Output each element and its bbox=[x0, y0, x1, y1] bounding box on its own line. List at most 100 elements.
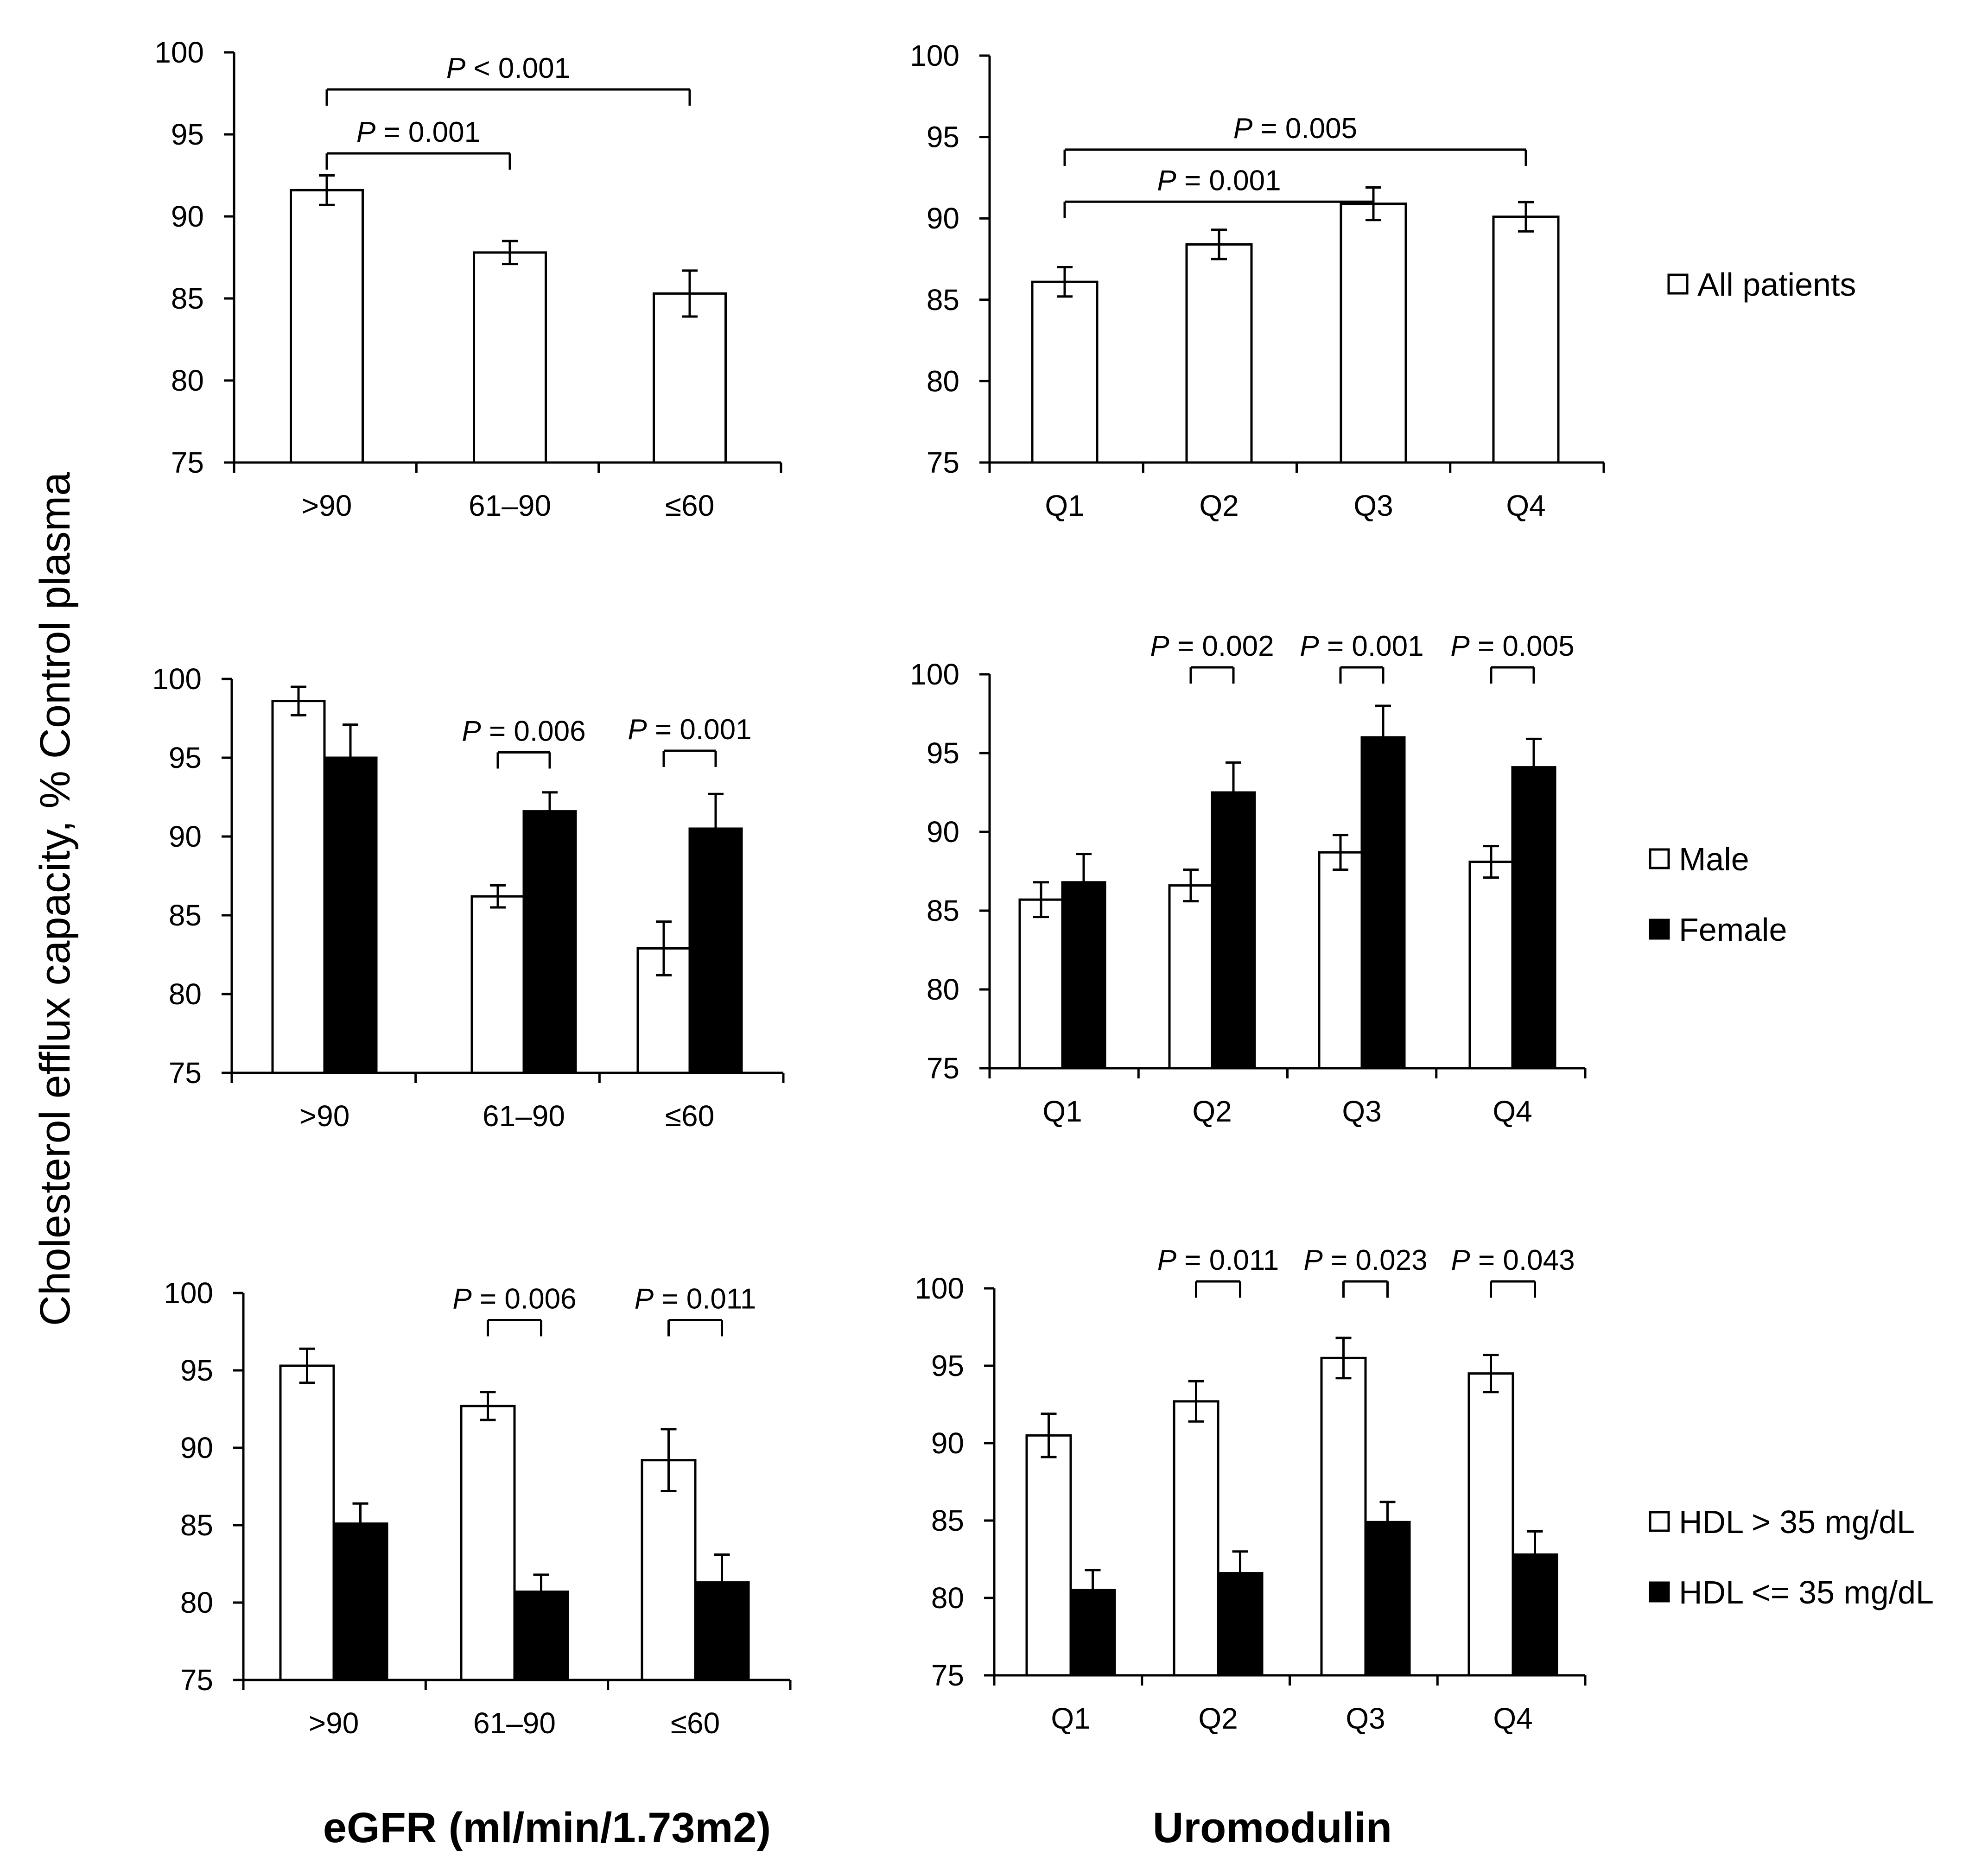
significance-bracket: P = 0.001 bbox=[628, 714, 752, 767]
p-value-label: P = 0.023 bbox=[1303, 1244, 1427, 1276]
bar-hdl-35-mg-dl bbox=[332, 1522, 388, 1681]
error-bar bbox=[714, 1553, 730, 1612]
legend-label: Female bbox=[1679, 912, 1787, 948]
legend-3: HDL > 35 mg/dL HDL <= 35 mg/dL bbox=[1649, 1504, 1934, 1610]
legend-label: All patients bbox=[1697, 266, 1856, 303]
bar-all-patients bbox=[290, 189, 364, 464]
y-tick-label: 85 bbox=[171, 282, 204, 315]
y-tick-label: 75 bbox=[931, 1659, 964, 1692]
error-bar bbox=[1527, 1530, 1543, 1579]
y-tick-label: 80 bbox=[927, 973, 959, 1006]
p-value-label: P < 0.001 bbox=[446, 52, 570, 84]
significance-bracket: P = 0.043 bbox=[1451, 1244, 1575, 1298]
x-axis-title-uromodulin: Uromodulin bbox=[1153, 1804, 1392, 1851]
error-bar bbox=[1483, 1354, 1499, 1394]
y-axis-title: Cholesterol efflux capacity, % Control p… bbox=[32, 472, 79, 1326]
error-bar bbox=[299, 1347, 315, 1384]
chart-uromodulin-hdl: 75 80 85 90 95 100 Q1 Q2 Q3 Q4 P = 0.011 P = 0.023 P… bbox=[915, 1244, 1587, 1735]
bar-hdl-35-mg-dl bbox=[694, 1581, 750, 1681]
bar-all-patients bbox=[653, 292, 727, 464]
bar-hdl-35-mg-dl bbox=[460, 1405, 516, 1681]
p-value-label: P = 0.001 bbox=[1157, 165, 1281, 196]
x-tick-label: Q1 bbox=[1042, 1095, 1082, 1128]
y-tick-label: 100 bbox=[910, 658, 959, 691]
p-value-label: P = 0.005 bbox=[1233, 113, 1357, 145]
y-tick-label: 80 bbox=[927, 364, 959, 398]
y-tick-label: 95 bbox=[171, 118, 204, 151]
error-bar bbox=[1183, 868, 1199, 903]
significance-bracket: P = 0.005 bbox=[1063, 113, 1527, 166]
error-bar bbox=[1483, 845, 1499, 879]
bar-female bbox=[688, 827, 743, 1074]
legend-swatch bbox=[1649, 1511, 1670, 1532]
y-tick-label: 90 bbox=[931, 1426, 964, 1460]
chart-egfr-sex: 75 80 85 90 95 100 >90 61–90 ≤60 P = 0.006 P = 0.0… bbox=[152, 662, 785, 1133]
bar-hdl-35-mg-dl bbox=[1320, 1356, 1367, 1677]
x-tick-label: 61–90 bbox=[469, 489, 551, 522]
chart-egfr-all: 75 80 85 90 95 100 >90 61–90 ≤60 P < 0.001 P = 0.0… bbox=[154, 36, 782, 522]
error-bar bbox=[1375, 704, 1391, 770]
p-value-label: P = 0.001 bbox=[1300, 630, 1423, 662]
bar-male bbox=[1468, 861, 1514, 1070]
error-bar bbox=[533, 1573, 549, 1610]
bar-female bbox=[323, 756, 378, 1074]
x-axis-title-egfr: eGFR (ml/min/1.73m2) bbox=[323, 1804, 771, 1851]
error-bar bbox=[343, 723, 358, 792]
x-tick-label: Q1 bbox=[1045, 489, 1084, 522]
legend-label: HDL > 35 mg/dL bbox=[1679, 1504, 1915, 1540]
x-tick-label: ≤60 bbox=[671, 1706, 720, 1740]
chart-egfr-hdl: 75 80 85 90 95 100 >90 61–90 ≤60 P = 0.006 P = 0.0… bbox=[164, 1276, 792, 1740]
bar-female bbox=[1211, 791, 1256, 1070]
bar-female bbox=[1511, 766, 1556, 1070]
legend-1: All patients bbox=[1667, 266, 1856, 303]
error-bar bbox=[490, 884, 506, 909]
legend-label: HDL <= 35 mg/dL bbox=[1679, 1574, 1934, 1610]
error-bar bbox=[291, 685, 306, 716]
y-tick-label: 90 bbox=[927, 202, 959, 235]
y-tick-label: 80 bbox=[169, 977, 202, 1011]
error-bar bbox=[1041, 1413, 1057, 1458]
error-bar bbox=[682, 269, 698, 318]
y-tick-label: 100 bbox=[152, 662, 202, 696]
significance-bracket: P = 0.006 bbox=[452, 1283, 577, 1337]
y-tick-label: 100 bbox=[154, 36, 204, 69]
p-value-label: P = 0.006 bbox=[462, 715, 585, 747]
error-bar bbox=[319, 174, 335, 206]
x-tick-label: Q2 bbox=[1192, 1095, 1232, 1128]
y-tick-label: 75 bbox=[171, 446, 204, 479]
significance-bracket: P = 0.011 bbox=[1157, 1244, 1279, 1298]
error-bar bbox=[1076, 853, 1092, 912]
significance-bracket: P < 0.001 bbox=[325, 52, 691, 106]
bar-female bbox=[1360, 736, 1406, 1070]
y-tick-label: 95 bbox=[927, 736, 959, 770]
p-value-label: P = 0.001 bbox=[628, 714, 751, 746]
significance-bracket: P = 0.011 bbox=[635, 1283, 756, 1337]
bar-all-patients bbox=[1031, 280, 1099, 464]
y-tick-label: 95 bbox=[927, 120, 959, 154]
y-tick-label: 75 bbox=[169, 1056, 202, 1090]
error-bar bbox=[542, 791, 558, 831]
significance-bracket: P = 0.001 bbox=[325, 116, 511, 170]
bar-male bbox=[1018, 898, 1064, 1070]
bar-all-patients bbox=[1185, 243, 1253, 464]
x-tick-label: >90 bbox=[309, 1706, 359, 1740]
bar-all-patients bbox=[1492, 215, 1560, 464]
error-bar bbox=[1526, 737, 1542, 797]
error-bar bbox=[708, 792, 724, 865]
bar-female bbox=[522, 810, 577, 1074]
legend-2: Male Female bbox=[1649, 841, 1787, 948]
y-tick-label: 85 bbox=[169, 899, 202, 932]
chart-panels: 75 80 85 90 95 100 >90 61–90 ≤60 P < 0.001 P = 0.0… bbox=[152, 36, 1605, 1740]
x-tick-label: 61–90 bbox=[473, 1706, 556, 1740]
legend-swatch bbox=[1649, 919, 1670, 940]
error-bar bbox=[1188, 1380, 1204, 1423]
y-tick-label: 100 bbox=[915, 1272, 964, 1305]
y-tick-label: 80 bbox=[931, 1581, 964, 1615]
x-tick-label: Q3 bbox=[1346, 1702, 1385, 1735]
bar-all-patients bbox=[473, 251, 547, 464]
error-bar bbox=[1518, 201, 1534, 233]
x-tick-label: >90 bbox=[299, 1099, 350, 1133]
y-tick-label: 90 bbox=[180, 1431, 213, 1464]
y-tick-label: 90 bbox=[927, 815, 959, 849]
p-value-label: P = 0.043 bbox=[1451, 1244, 1575, 1276]
